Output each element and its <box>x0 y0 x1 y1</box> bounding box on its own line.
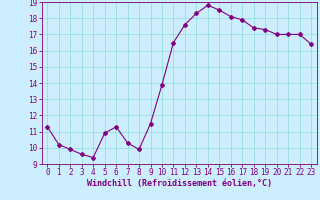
X-axis label: Windchill (Refroidissement éolien,°C): Windchill (Refroidissement éolien,°C) <box>87 179 272 188</box>
